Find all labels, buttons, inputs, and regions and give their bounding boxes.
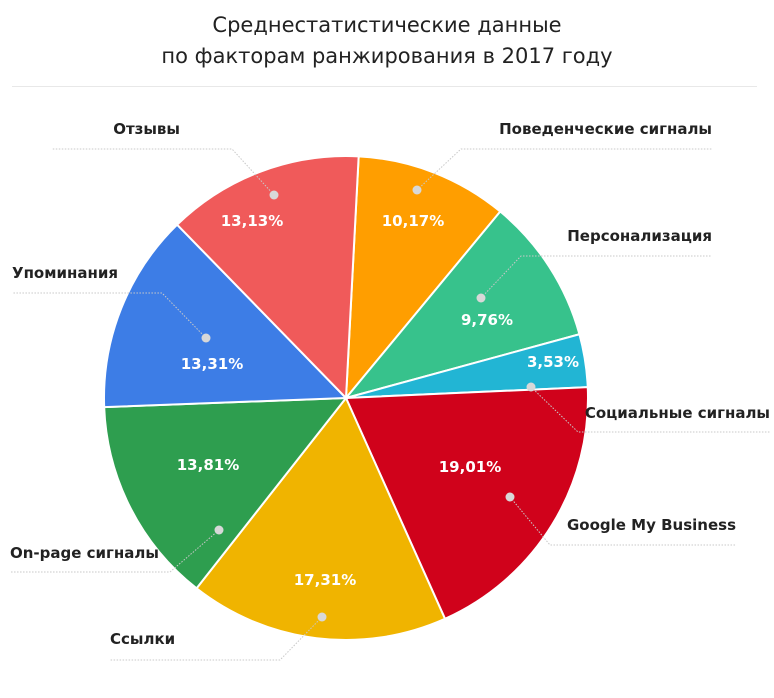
leader-dot-3	[526, 382, 536, 392]
leader-dot-6	[214, 525, 224, 535]
slice-category-label-8: Отзывы	[113, 120, 180, 138]
leader-dot-7	[201, 333, 211, 343]
leader-dot-1	[412, 185, 422, 195]
pie-slice-6	[103, 396, 349, 590]
pie-slice-7	[103, 223, 349, 409]
slice-value-label-7: 13,31%	[181, 355, 243, 373]
slice-category-label-7: Упоминания	[12, 264, 118, 282]
pie-slice-2	[343, 210, 581, 400]
slice-value-label-8: 13,13%	[221, 212, 283, 230]
slice-value-label-2: 9,76%	[461, 311, 513, 329]
chart-title-line-1: Среднестатистические данные	[212, 13, 562, 37]
slice-category-label-2: Персонализация	[567, 227, 712, 245]
slice-value-label-6: 13,81%	[177, 456, 239, 474]
leader-lines	[10, 148, 770, 661]
leader-line-5	[110, 616, 323, 661]
slice-texts: 10,17% Поведенческие сигналы 9,76% Персонал…	[10, 120, 770, 648]
slice-value-label-5: 17,31%	[294, 571, 356, 589]
leader-dot-8	[269, 190, 279, 200]
pie-slice-5	[195, 396, 447, 641]
chart-title-line-2: по факторам ранжирования в 2017 году	[161, 44, 613, 68]
leader-line-2	[480, 255, 712, 299]
pie-slice-1	[344, 155, 502, 401]
leader-line-7	[12, 292, 207, 339]
leader-dot-4	[505, 492, 515, 502]
slice-value-label-3: 3,53%	[527, 353, 579, 371]
pie-slice-4	[344, 386, 589, 621]
leader-line-4	[509, 496, 736, 546]
slice-category-label-1: Поведенческие сигналы	[499, 120, 712, 138]
slice-value-label-1: 10,17%	[382, 212, 444, 230]
leader-line-1	[416, 148, 712, 191]
slice-category-label-6: On-page сигналы	[10, 544, 159, 562]
leader-dot-2	[476, 293, 486, 303]
leader-line-3	[530, 386, 770, 433]
chart-title: Среднестатистические данные по факторам …	[0, 10, 774, 72]
title-divider	[12, 86, 757, 87]
slice-value-label-4: 19,01%	[439, 458, 501, 476]
leader-dot-5	[317, 612, 327, 622]
pie-slices	[103, 154, 589, 641]
slice-category-label-3: Социальные сигналы	[585, 404, 770, 422]
leader-line-6	[10, 529, 220, 573]
slice-category-label-5: Ссылки	[110, 630, 175, 648]
slice-category-label-4: Google My Business	[567, 516, 736, 534]
pie-slice-8	[175, 154, 360, 401]
